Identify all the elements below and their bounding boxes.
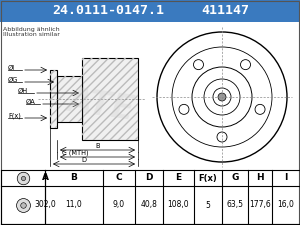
Text: A: A [41, 173, 49, 182]
Text: 5: 5 [206, 200, 210, 209]
Text: 16,0: 16,0 [278, 200, 294, 209]
Text: 24.0111-0147.1: 24.0111-0147.1 [52, 4, 164, 18]
Text: F(x): F(x) [8, 113, 21, 119]
Text: C: C [116, 173, 122, 182]
Bar [0, 0, 300, 22]
Text: G: G [231, 173, 239, 182]
Text: C (MTH): C (MTH) [62, 150, 88, 156]
Text: ØG: ØG [8, 77, 18, 83]
Text: 63,5: 63,5 [226, 200, 244, 209]
Text: D: D [145, 173, 153, 182]
Bar [82, 58, 138, 140]
Text: D: D [82, 157, 86, 163]
Text: ØH: ØH [18, 88, 28, 94]
Bar [57, 76, 82, 122]
Text: ØA: ØA [26, 99, 36, 105]
Text: 108,0: 108,0 [168, 200, 189, 209]
Text: 302,0: 302,0 [34, 200, 56, 209]
Text: Illustration similar: Illustration similar [3, 32, 60, 37]
Text: 9,0: 9,0 [113, 200, 125, 209]
Text: 40,8: 40,8 [141, 200, 158, 209]
Text: ØI: ØI [8, 65, 15, 71]
Text: Abbildung ähnlich: Abbildung ähnlich [3, 27, 60, 32]
Bar [82, 58, 138, 140]
Text: I: I [284, 173, 288, 182]
Bar [50, 70, 57, 128]
Text: 177,6: 177,6 [249, 200, 271, 209]
Text: F(x): F(x) [199, 173, 218, 182]
Text: E: E [176, 173, 182, 182]
Text: ATE: ATE [64, 84, 136, 126]
Text: B: B [95, 143, 100, 149]
Text: 11,0: 11,0 [66, 200, 83, 209]
Bar [57, 76, 82, 122]
Circle shape [218, 93, 226, 101]
Text: 411147: 411147 [201, 4, 249, 18]
Text: H: H [256, 173, 264, 182]
Text: B: B [70, 173, 77, 182]
Bar [50, 70, 57, 128]
